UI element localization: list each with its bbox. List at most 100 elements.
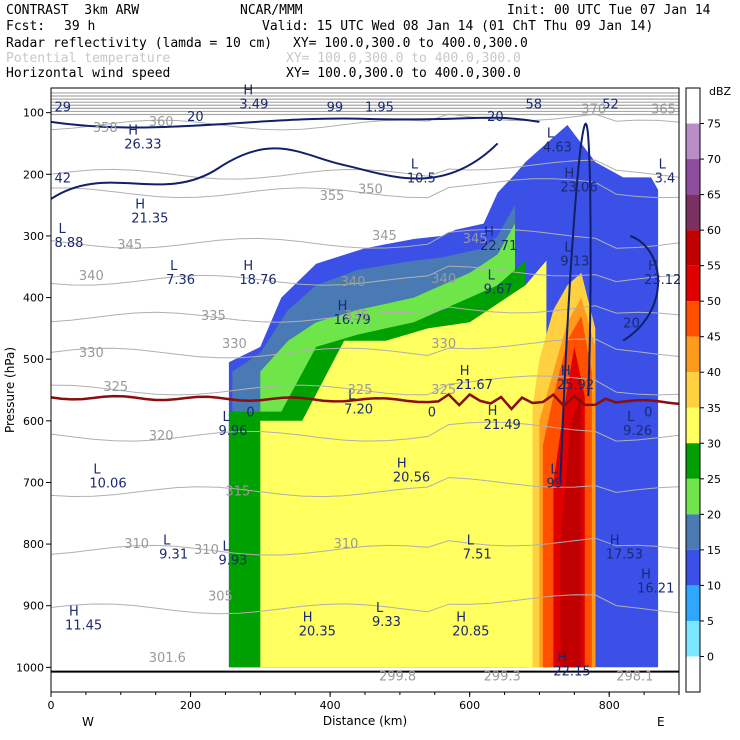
- wind-contour-jet: [559, 122, 592, 483]
- wind-extremum-type: H: [484, 225, 494, 240]
- wind-label: 20.85: [452, 624, 489, 639]
- wind-label: 26.33: [124, 138, 161, 153]
- theta-label: 310: [194, 543, 219, 558]
- wind-extremum-type: H: [128, 124, 138, 139]
- colorbar-level: 15: [707, 544, 721, 557]
- colorbar-level: 40: [707, 366, 721, 379]
- y-tick-label: 500: [23, 353, 44, 366]
- wind-label: 3.4: [655, 171, 676, 186]
- wind-extremum-type: L: [163, 533, 171, 548]
- theta-label: 335: [344, 309, 369, 324]
- theta-label: 301.6: [149, 651, 186, 666]
- reflectivity-region-55dbz: [560, 396, 582, 668]
- colorbar-level: 5: [707, 615, 714, 628]
- colorbar-swatch: [686, 620, 700, 657]
- wind-extremum-type: L: [550, 463, 558, 478]
- theta-label: 330: [431, 337, 456, 352]
- wind-extremum-type: L: [564, 241, 572, 256]
- wind-label: 17.53: [606, 547, 643, 562]
- wind-label: 10.06: [89, 477, 126, 492]
- wind-label: 23.06: [560, 181, 597, 196]
- wind-extremum-type: L: [348, 389, 356, 404]
- wind-extremum-type: H: [648, 259, 658, 274]
- colorbar-level: 20: [707, 508, 721, 521]
- theta-label: 345: [117, 238, 142, 253]
- colorbar-level: 70: [707, 153, 721, 166]
- colorbar-swatch: [686, 194, 700, 231]
- wind-extremum-type: H: [397, 456, 407, 471]
- wind-label: 99: [546, 477, 563, 492]
- theta-label: 299.3: [484, 670, 521, 685]
- field-theta-xy: XY= 100.0,300.0 to 400.0,300.0: [286, 51, 521, 66]
- x-tick-label: 600: [459, 699, 480, 712]
- header-fcst-label: Fcst:: [6, 19, 46, 34]
- colorbar-swatch: [686, 123, 700, 160]
- theta-contour-320: [50, 421, 680, 442]
- theta-label: 340: [79, 269, 104, 284]
- y-axis-label: Pressure (hPa): [3, 347, 17, 433]
- header-fcst-hours: 39 h: [64, 19, 96, 34]
- theta-label: 325: [103, 380, 128, 395]
- colorbar-swatch: [686, 301, 700, 337]
- header-valid: Valid: 15 UTC Wed 08 Jan 14 (01 ChT Thu …: [262, 19, 654, 34]
- wind-label: 20: [487, 110, 504, 125]
- y-tick-label: 100: [23, 107, 44, 120]
- wind-extremum-type: H: [460, 364, 470, 379]
- wind-label: 7.36: [166, 273, 195, 288]
- colorbar-unit: dBZ: [709, 85, 732, 98]
- wind-label: 20: [187, 110, 204, 125]
- y-tick-label: 400: [23, 292, 44, 305]
- theta-contour-335: [50, 305, 680, 323]
- colorbar-swatch: [686, 407, 700, 444]
- theta-label: 335: [201, 309, 226, 324]
- colorbar-swatch: [686, 159, 700, 195]
- header-model: CONTRAST 3km ARW: [6, 3, 140, 18]
- wind-label: 0: [246, 406, 254, 421]
- theta-label: 325: [348, 383, 373, 398]
- theta-label: 345: [372, 229, 397, 244]
- wind-extremum-type: H: [243, 259, 253, 274]
- field-theta-name: Potential temperature: [6, 51, 171, 66]
- theta-label: 325: [431, 383, 456, 398]
- colorbar-swatch: [686, 88, 700, 124]
- wind-extremum-type: H: [243, 83, 253, 98]
- wind-extremum-type: L: [411, 157, 419, 172]
- wind-extremum-type: H: [561, 364, 571, 379]
- axes: 0 200 400 600 800100200300400500600700800900…: [16, 107, 680, 712]
- wind-contour-20-upper: [50, 116, 540, 129]
- wind-label: 1.95: [365, 101, 394, 116]
- wind-extremum-type: H: [564, 167, 574, 182]
- wind-label: 9.96: [218, 424, 247, 439]
- colorbar-level: 50: [707, 295, 721, 308]
- wind-label: 9.93: [218, 554, 247, 569]
- theta-label: 360: [149, 115, 174, 130]
- wind-label: 25.92: [557, 378, 594, 393]
- wind-extremum-type: H: [303, 610, 313, 625]
- wind-label: 9.33: [372, 615, 401, 630]
- colorbar-swatch: [686, 265, 700, 302]
- colorbar-level: 30: [707, 437, 721, 450]
- wind-extremum-type: L: [488, 268, 496, 283]
- theta-contour-305: [50, 594, 680, 615]
- x-end-label-east: E: [657, 715, 665, 729]
- wind-extremum-type: L: [222, 540, 230, 555]
- wind-label: 11.45: [65, 618, 102, 633]
- colorbar-swatch: [686, 549, 700, 586]
- x-tick-label: 200: [180, 699, 201, 712]
- wind-label: 9.31: [159, 547, 188, 562]
- theta-contour-325: [50, 375, 680, 396]
- wind-label: 4.63: [543, 141, 572, 156]
- x-axis-label: Distance (km): [323, 714, 407, 728]
- y-tick-label: 200: [23, 168, 44, 181]
- wind-label: 16.79: [334, 313, 371, 328]
- field-reflectivity-name: Radar reflectivity (lamda = 10 cm): [6, 36, 273, 51]
- wind-label: 7.20: [344, 403, 373, 418]
- theta-contour-360: [50, 113, 680, 131]
- wind-label: 0: [428, 406, 436, 421]
- y-tick-label: 300: [23, 230, 44, 243]
- wind-extremum-type: H: [610, 533, 620, 548]
- theta-label: 370: [581, 103, 606, 118]
- wind-extremum-type: L: [467, 533, 475, 548]
- theta-label: 315: [225, 485, 250, 500]
